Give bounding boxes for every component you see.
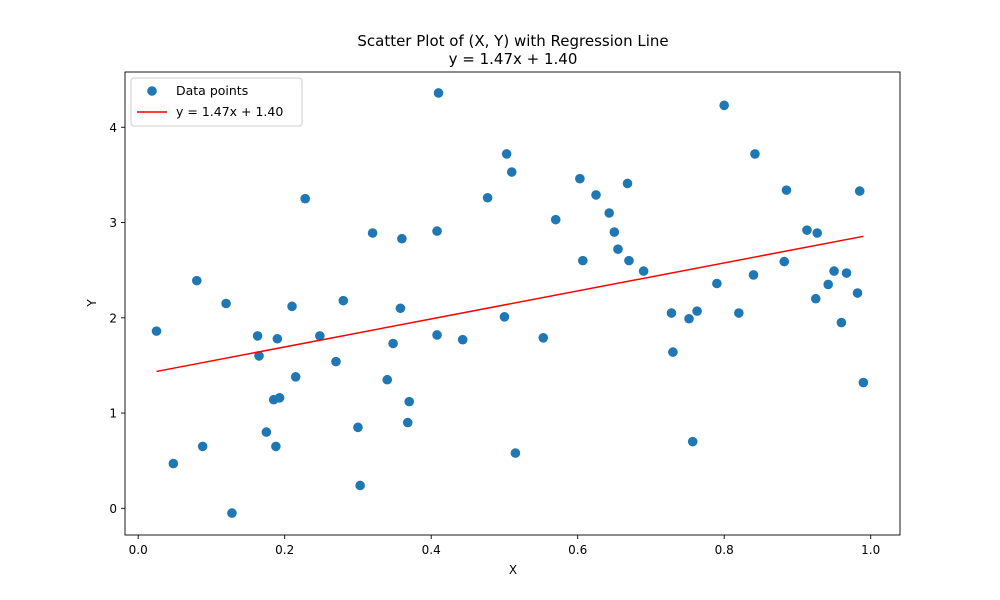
data-point (687, 436, 698, 447)
data-point (287, 301, 297, 312)
data-point (252, 331, 263, 341)
chart-title: Scatter Plot of (X, Y) with Regression L… (357, 32, 668, 50)
legend: Data points y = 1.47x + 1.40 (130, 77, 303, 127)
data-point (622, 178, 633, 189)
data-point (575, 173, 585, 184)
y-tick-label: 0 (109, 502, 117, 516)
plot-area (151, 88, 869, 518)
x-tick-label: 0.4 (422, 543, 441, 557)
data-point (829, 266, 839, 276)
data-point (353, 422, 363, 433)
data-point (823, 279, 834, 290)
y-tick-label: 4 (109, 121, 117, 135)
data-point (338, 295, 349, 306)
data-point (395, 303, 406, 314)
y-tick-label: 2 (109, 311, 117, 325)
data-point (781, 185, 792, 195)
data-point (261, 427, 272, 437)
data-point (402, 417, 413, 428)
data-point (734, 308, 744, 318)
data-point (841, 268, 852, 278)
data-point (624, 255, 634, 266)
data-point (151, 326, 162, 336)
data-point (750, 149, 760, 159)
legend-label-data-points: Data points (176, 83, 248, 98)
data-point (382, 374, 393, 385)
x-axis-label: X (509, 563, 517, 577)
data-point (609, 227, 620, 237)
data-point (191, 275, 202, 286)
y-axis-label: Y (85, 299, 99, 308)
data-point (300, 193, 310, 204)
data-point (197, 441, 208, 452)
data-point (712, 278, 722, 289)
data-point (482, 192, 493, 203)
data-point (779, 256, 790, 267)
data-point (404, 396, 415, 407)
x-tick-label: 0.2 (275, 543, 294, 557)
data-point (499, 312, 510, 322)
data-point (367, 228, 378, 238)
data-point (221, 298, 231, 309)
data-point (666, 308, 677, 318)
data-point (604, 208, 614, 218)
x-tick-label: 0.6 (568, 543, 587, 557)
legend-marker-data-points (147, 86, 157, 96)
data-point (719, 100, 729, 111)
x-tick-label: 0.8 (715, 543, 734, 557)
data-point (748, 270, 759, 280)
data-point (550, 214, 561, 225)
data-point (812, 228, 823, 238)
axes-frame (124, 71, 901, 536)
data-point (802, 225, 812, 235)
legend-frame (130, 77, 303, 127)
data-point (457, 334, 468, 345)
data-point (388, 338, 398, 349)
data-point (854, 186, 865, 196)
regression-line (156, 235, 864, 373)
data-point (506, 167, 517, 177)
data-point (432, 226, 442, 236)
data-point (684, 313, 694, 324)
data-point (274, 393, 285, 403)
data-point (227, 508, 237, 518)
data-point (578, 255, 588, 266)
data-point (272, 333, 283, 344)
data-point (852, 288, 863, 298)
data-point (355, 480, 365, 491)
data-point (858, 377, 869, 388)
data-point (501, 149, 512, 159)
data-point (168, 458, 179, 469)
x-tick-label: 1.0 (861, 543, 880, 557)
axes: 0.0 0.2 0.4 0.6 0.8 1.0 0 1 2 3 4 (109, 71, 901, 557)
data-point (290, 372, 301, 382)
data-point (668, 347, 678, 357)
data-point (397, 233, 407, 244)
data-point (331, 356, 341, 367)
data-point (538, 332, 549, 343)
data-point (271, 441, 281, 452)
data-point (810, 293, 821, 304)
data-point (315, 331, 325, 341)
legend-label-regression: y = 1.47x + 1.40 (176, 104, 283, 119)
chart-subtitle: y = 1.47x + 1.40 (449, 50, 578, 68)
data-point (432, 330, 442, 340)
data-point (692, 306, 702, 316)
data-point (638, 266, 649, 276)
data-point (591, 190, 601, 200)
data-point (433, 88, 444, 98)
data-point (836, 317, 847, 328)
data-point (613, 244, 623, 254)
y-tick-label: 1 (109, 407, 117, 421)
data-point (254, 351, 264, 361)
x-tick-label: 0.0 (129, 543, 148, 557)
data-point (510, 448, 521, 458)
y-tick-label: 3 (109, 216, 117, 230)
